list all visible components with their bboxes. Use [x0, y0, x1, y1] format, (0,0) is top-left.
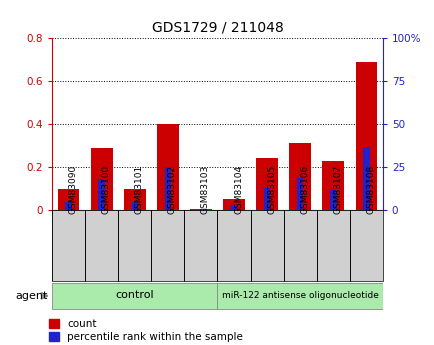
Title: GDS1729 / 211048: GDS1729 / 211048	[151, 20, 283, 34]
Text: GSM83102: GSM83102	[168, 165, 177, 214]
Bar	[190, 209, 211, 210]
Text: GSM83103: GSM83103	[201, 165, 210, 214]
Bar	[157, 124, 178, 210]
Bar	[283, 210, 316, 281]
Bar	[85, 210, 118, 281]
Bar	[217, 210, 250, 281]
Text: GSM83106: GSM83106	[299, 165, 309, 214]
Bar	[217, 283, 382, 309]
Text: GSM83101: GSM83101	[135, 165, 144, 214]
Bar	[197, 209, 204, 210]
Bar	[184, 210, 217, 281]
Text: miR-122 antisense oligonucleotide: miR-122 antisense oligonucleotide	[221, 291, 378, 300]
Text: agent: agent	[16, 291, 48, 301]
Text: GSM83090: GSM83090	[69, 165, 78, 214]
Text: GSM83105: GSM83105	[266, 165, 276, 214]
Bar	[329, 190, 336, 210]
Bar	[230, 205, 237, 210]
Bar	[223, 199, 244, 210]
Text: control: control	[115, 290, 154, 300]
Text: GSM83104: GSM83104	[233, 165, 243, 214]
Bar	[65, 202, 72, 210]
Bar	[98, 179, 105, 210]
Bar	[349, 210, 382, 281]
Bar	[151, 210, 184, 281]
Bar	[289, 142, 310, 210]
Bar	[256, 158, 277, 210]
Bar	[118, 210, 151, 281]
Legend: count, percentile rank within the sample: count, percentile rank within the sample	[49, 319, 243, 342]
Bar	[355, 62, 376, 210]
Bar	[52, 210, 85, 281]
Bar	[250, 210, 283, 281]
Bar	[296, 178, 303, 210]
Bar	[58, 189, 79, 210]
Text: GSM83100: GSM83100	[102, 165, 111, 214]
Bar	[263, 188, 270, 210]
Bar	[91, 148, 112, 210]
Text: GSM83108: GSM83108	[365, 165, 375, 214]
Bar	[124, 189, 145, 210]
Bar	[362, 147, 369, 210]
Bar	[316, 210, 349, 281]
Text: GSM83107: GSM83107	[332, 165, 342, 214]
Bar	[322, 161, 343, 210]
Bar	[164, 167, 171, 210]
Bar	[131, 202, 138, 210]
Bar	[52, 283, 217, 309]
